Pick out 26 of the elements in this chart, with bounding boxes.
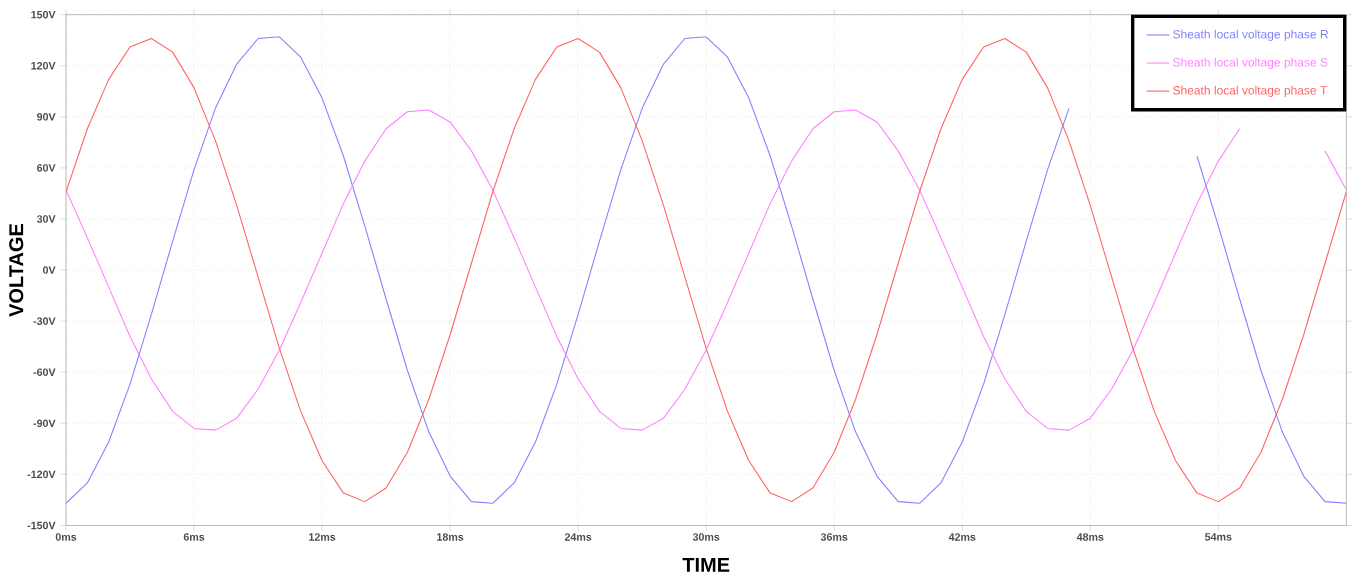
x-tick-label: 42ms (948, 533, 976, 541)
x-tick-label: 54ms (1205, 533, 1232, 541)
x-tick-label: 48ms (1076, 533, 1104, 541)
legend-label: Sheath local voltage phase T (1173, 85, 1328, 97)
y-tick-label: 90V (37, 112, 56, 121)
y-tick-label: 150V (31, 10, 56, 19)
x-tick-label: 0ms (55, 533, 77, 541)
y-tick-label: 0V (42, 266, 56, 274)
y-tick-label: 30V (36, 215, 56, 223)
y-tick-label: -60V (33, 368, 56, 376)
x-tick-label: 30ms (692, 533, 720, 541)
legend-label: Sheath local voltage phase S (1173, 57, 1328, 69)
y-tick-label: 120V (31, 61, 56, 70)
x-tick-label: 12ms (309, 533, 336, 541)
y-tick-label: -90V (33, 419, 56, 428)
x-tick-label: 36ms (820, 533, 848, 541)
x-tick-label: 6ms (183, 533, 205, 541)
x-tick-label: 18ms (437, 533, 464, 541)
x-axis-title: TIME (682, 557, 730, 572)
legend-label: Sheath local voltage phase R (1173, 29, 1329, 41)
x-tick-label: 24ms (564, 533, 592, 541)
y-tick-label: -120V (27, 470, 56, 479)
y-tick-label: 60V (37, 164, 56, 172)
y-tick-label: -150V (27, 521, 56, 530)
y-tick-label: -30V (33, 317, 56, 325)
y-axis-title: VOLTAGE (9, 223, 24, 317)
